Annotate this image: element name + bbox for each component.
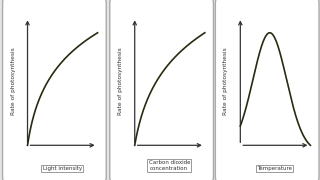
FancyBboxPatch shape bbox=[3, 0, 106, 180]
FancyBboxPatch shape bbox=[110, 0, 213, 180]
Text: Rate of photosynthesis: Rate of photosynthesis bbox=[118, 48, 123, 115]
Text: Rate of photosynthesis: Rate of photosynthesis bbox=[223, 48, 228, 115]
FancyBboxPatch shape bbox=[215, 0, 319, 180]
Text: Rate of photosynthesis: Rate of photosynthesis bbox=[11, 48, 16, 115]
Text: Light intensity: Light intensity bbox=[43, 166, 82, 171]
Text: Temperature: Temperature bbox=[257, 166, 292, 171]
Text: Carbon dioxide
concentration: Carbon dioxide concentration bbox=[148, 160, 190, 171]
